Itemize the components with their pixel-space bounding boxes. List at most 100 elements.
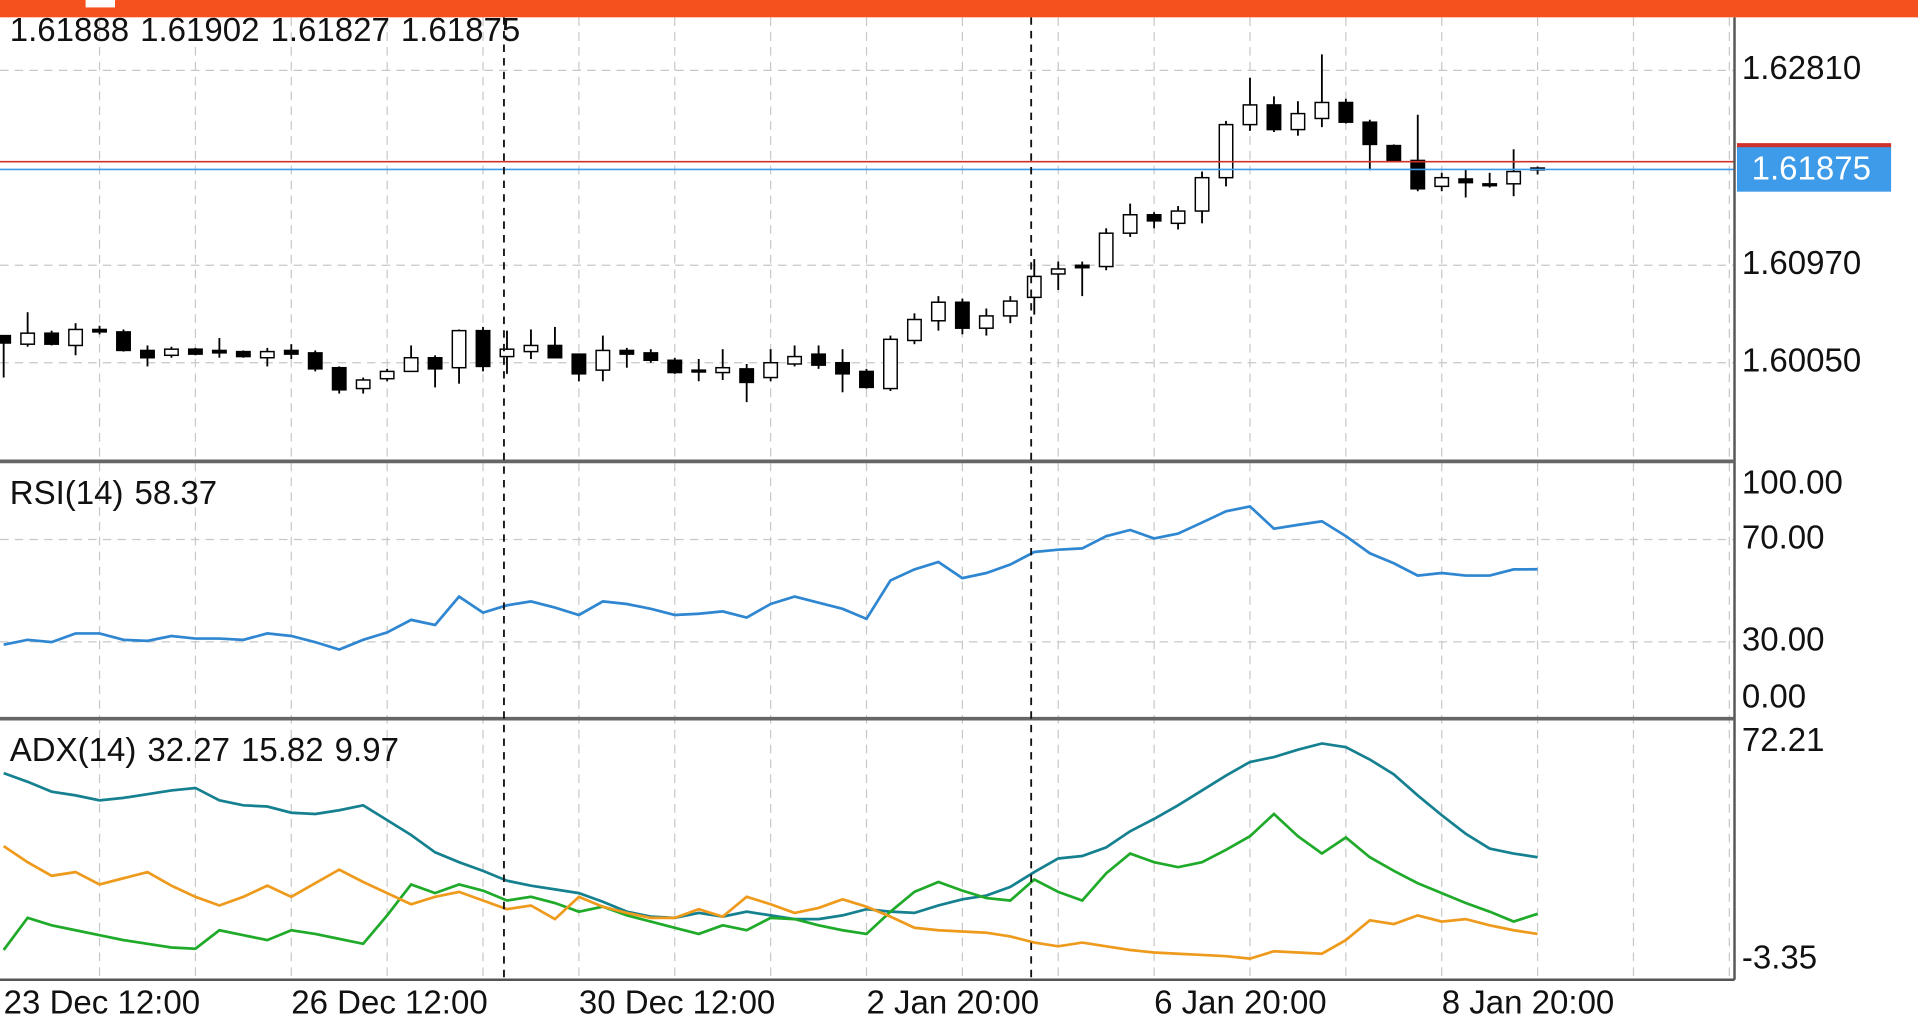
candle-body <box>1074 264 1090 269</box>
candle-body <box>475 329 491 368</box>
y-tick-label: 72.21 <box>1742 722 1825 759</box>
candle-body <box>1170 210 1186 225</box>
candle-body <box>1434 176 1450 188</box>
candle-body <box>1098 232 1114 268</box>
candle-body <box>667 359 683 374</box>
candle-body <box>763 361 779 379</box>
ohlc-value: 1.61875 <box>401 12 520 49</box>
candle-body <box>954 301 970 329</box>
indicator-line <box>3 742 1538 921</box>
y-tick-label: 0.00 <box>1742 679 1806 716</box>
indicator-value: 15.82 <box>241 732 324 769</box>
candle-body <box>1410 159 1426 190</box>
indicator-title: ADX(14) <box>10 732 137 769</box>
candle-body <box>1194 176 1210 212</box>
candle-body <box>1122 214 1138 234</box>
candle-body <box>211 349 227 354</box>
y-tick-label: 1.62810 <box>1742 50 1861 87</box>
y-tick-label: -3.35 <box>1742 940 1817 977</box>
candle-body <box>595 349 611 371</box>
candle-body <box>1050 268 1066 275</box>
ohlc-value: 1.61827 <box>271 12 390 49</box>
candle-body <box>859 370 874 389</box>
x-tick-label: 8 Jan 20:00 <box>1442 984 1615 1021</box>
candle-body <box>235 350 251 358</box>
y-tick-label: 100.00 <box>1742 465 1843 502</box>
x-tick-label: 30 Dec 12:00 <box>579 984 775 1021</box>
candle-body <box>403 356 419 373</box>
indicator-header: ADX(14) 32.27 15.82 9.97 <box>10 732 399 769</box>
candle-body <box>427 356 443 370</box>
indicator-line <box>2 812 1539 951</box>
candle-body <box>1266 104 1282 131</box>
candle-body <box>68 328 84 347</box>
candle-body <box>547 344 563 359</box>
candle-body <box>739 368 755 384</box>
y-tick-label: 1.60050 <box>1742 342 1861 379</box>
indicator-line <box>3 504 1538 652</box>
candle-body <box>523 344 539 353</box>
candle-body <box>451 329 467 369</box>
status-bar <box>0 0 1918 18</box>
x-tick-label: 6 Jan 20:00 <box>1154 984 1327 1021</box>
status-icon <box>85 0 115 8</box>
candle-body <box>499 348 515 358</box>
candle-body <box>1506 170 1522 185</box>
bid-label-box <box>1736 147 1892 192</box>
ask-marker <box>1736 143 1892 150</box>
candle-body <box>715 366 731 374</box>
candle-body <box>140 349 155 359</box>
candle-body <box>331 366 347 391</box>
candle-body <box>1242 104 1258 126</box>
candle-body <box>187 348 203 355</box>
candle-body <box>1146 214 1162 222</box>
candle-body <box>20 332 36 345</box>
candle-body <box>1386 144 1402 162</box>
candle-body <box>283 349 299 355</box>
candle-body <box>1290 112 1306 131</box>
candle-body <box>811 353 827 366</box>
text-layer: 1.60050 1.60970 1.62810 0.00 30.00 70.00 100.0… <box>4 12 1892 1021</box>
candle-body <box>1002 300 1018 317</box>
indicator-line <box>2 844 1538 961</box>
x-tick-label: 2 Jan 20:00 <box>867 984 1040 1021</box>
candle-body <box>1482 183 1498 187</box>
mark-layer <box>0 54 1735 961</box>
candle-body <box>92 328 108 333</box>
x-tick-label: 23 Dec 12:00 <box>4 984 200 1021</box>
candle-body <box>883 338 898 390</box>
candle-body <box>930 301 946 322</box>
indicator-value: 58.37 <box>135 474 218 511</box>
indicator-header: RSI(14) 58.37 <box>10 474 217 511</box>
candle-body <box>259 350 275 359</box>
candle-body <box>619 349 635 355</box>
candle-body <box>835 361 850 375</box>
candle-body <box>1338 101 1354 123</box>
ohlc-header: 1.61888 1.61902 1.61827 1.61875 <box>10 12 520 49</box>
candle-body <box>787 355 803 365</box>
candle-body <box>355 379 371 390</box>
candle-body <box>0 334 12 344</box>
x-tick-label: 26 Dec 12:00 <box>291 984 487 1021</box>
indicator-title: RSI(14) <box>10 474 124 511</box>
y-tick-label: 30.00 <box>1742 622 1825 659</box>
candle-body <box>1314 101 1330 120</box>
y-tick-label: 70.00 <box>1742 519 1825 556</box>
ohlc-value: 1.61902 <box>140 12 259 49</box>
candle-body <box>643 352 659 362</box>
candle-body <box>571 353 587 375</box>
candle-body <box>978 315 994 329</box>
candle-body <box>906 318 922 342</box>
candle-body <box>163 348 179 357</box>
candle-body <box>1218 123 1234 179</box>
grid-layer <box>0 17 1735 980</box>
candle-body <box>1362 121 1378 146</box>
indicator-value: 9.97 <box>335 732 399 769</box>
candle-body <box>44 332 60 345</box>
bid-price-label: 1.61875 <box>1752 150 1871 187</box>
candle-body <box>691 369 707 373</box>
candle-body <box>307 352 323 370</box>
candle-body <box>116 331 131 352</box>
